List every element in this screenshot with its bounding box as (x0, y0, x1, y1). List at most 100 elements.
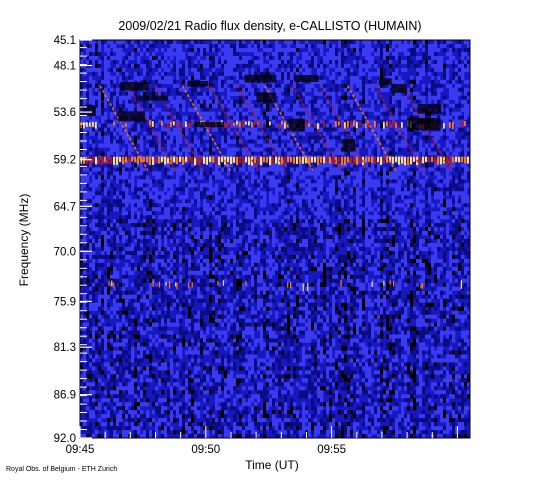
spectrogram-cell (284, 191, 288, 196)
spectrogram-cell (149, 147, 153, 152)
spectrogram-cell (122, 207, 126, 212)
spectrogram-cell (428, 55, 432, 61)
spectrogram-cell (248, 270, 252, 276)
spectrogram-cell (200, 171, 204, 176)
spectrogram-cell (311, 258, 315, 264)
spectrogram-cell (197, 95, 201, 100)
spectrogram-cell (443, 147, 447, 152)
spectrogram-cell (392, 211, 396, 216)
spectrogram-cell (299, 167, 303, 172)
spectrogram-cell (95, 111, 99, 116)
spectrogram-cell (353, 211, 357, 216)
spectrogram-cell (161, 262, 165, 268)
spectrogram-cell (236, 87, 240, 93)
spectrogram-cell (113, 227, 117, 232)
spectrogram-cell (401, 139, 405, 144)
spectrogram-cell (113, 195, 117, 200)
spectrogram-cell (410, 199, 414, 204)
spectrogram-cell (434, 215, 438, 220)
spectrogram-cell (308, 266, 312, 272)
spectrogram-cell (410, 167, 414, 172)
spectrogram-cell (242, 71, 246, 77)
spectrogram-cell (443, 235, 447, 240)
spectrogram-cell (317, 187, 321, 192)
spectrogram-cell (89, 95, 93, 100)
spectrogram-cell (425, 175, 429, 180)
spectrogram-cell (215, 47, 219, 53)
spectrogram-cell (287, 91, 291, 97)
spectrogram-cell (452, 75, 456, 81)
spectrogram-cell (113, 270, 117, 276)
spectrogram-cell (329, 239, 333, 244)
spectrogram-cell (284, 270, 288, 276)
spectrogram-cell (188, 175, 192, 180)
spectrogram-cell (209, 175, 213, 180)
spectrogram-cell (443, 242, 447, 248)
spectrogram-cell (305, 43, 309, 49)
spectrogram-cell (194, 239, 198, 244)
spectrogram-cell (278, 71, 282, 77)
spectrogram-cell (449, 119, 453, 124)
spectrogram-cell (191, 231, 195, 236)
spectrogram-cell (269, 55, 273, 61)
spectrogram-cell (200, 139, 204, 144)
spectrogram-cell (236, 143, 240, 148)
spectrogram-cell (350, 131, 354, 136)
spectrogram-cell (245, 258, 249, 264)
spectrogram-cell (281, 55, 285, 61)
spectrogram-cell (395, 203, 399, 208)
spectrogram-cell (215, 91, 219, 97)
spectrogram-cell (128, 246, 132, 252)
spectrogram-cell (167, 127, 171, 132)
spectrogram-cell (317, 179, 321, 184)
spectrogram-cell (467, 43, 471, 49)
spectrogram-cell (293, 163, 297, 168)
spectrogram-cell (122, 40, 126, 45)
spectrogram-cell (320, 143, 324, 148)
spectrogram-cell (323, 171, 327, 176)
spectrogram-cell (377, 51, 381, 57)
spectrogram-cell (206, 55, 210, 61)
spectrogram-cell (191, 254, 195, 260)
spectrogram-cell (224, 83, 228, 89)
spectrogram-cell (380, 211, 384, 216)
spectrogram-cell (452, 254, 456, 260)
spectrogram-cell (428, 250, 432, 256)
spectrogram-cell (227, 167, 231, 172)
spectrogram-cell (389, 171, 393, 176)
spectrogram-cell (392, 107, 396, 112)
spectrogram-cell (308, 254, 312, 260)
spectrogram-cell (395, 75, 399, 81)
spectrogram-cell (452, 163, 456, 168)
spectrogram-cell (293, 223, 297, 228)
spectrogram-cell (125, 167, 129, 172)
spectrogram-cell (305, 51, 309, 57)
spectrogram-cell (188, 219, 192, 224)
spectrogram-cell (230, 258, 234, 264)
spectrogram-cell (416, 211, 420, 216)
spectrogram-cell (125, 103, 129, 108)
spectrogram-cell (299, 151, 303, 156)
spectrogram-cell (308, 195, 312, 200)
spectrogram-cell (434, 139, 438, 144)
spectrogram-cell (419, 258, 423, 264)
spectrogram-cell (380, 254, 384, 260)
spectrogram-cell (224, 71, 228, 77)
spectrogram-cell (404, 143, 408, 148)
spectrogram-cell (98, 123, 102, 128)
spectrogram-cell (233, 167, 237, 172)
spectrogram-cell (377, 223, 381, 228)
spectrogram-cell (152, 207, 156, 212)
spectrogram-cell (407, 99, 411, 104)
spectrogram-cell (326, 99, 330, 104)
spectrogram-cell (119, 51, 123, 57)
spectrogram-cell (320, 127, 324, 132)
spectrogram-cell (131, 127, 135, 132)
spectrogram-cell (80, 262, 84, 268)
spectrogram-cell (89, 242, 93, 248)
spectrogram-cell (350, 79, 354, 85)
spectrogram-cell (293, 147, 297, 152)
spectrogram-cell (125, 135, 129, 140)
spectrogram-cell (206, 195, 210, 200)
spectrogram-cell (218, 115, 222, 120)
